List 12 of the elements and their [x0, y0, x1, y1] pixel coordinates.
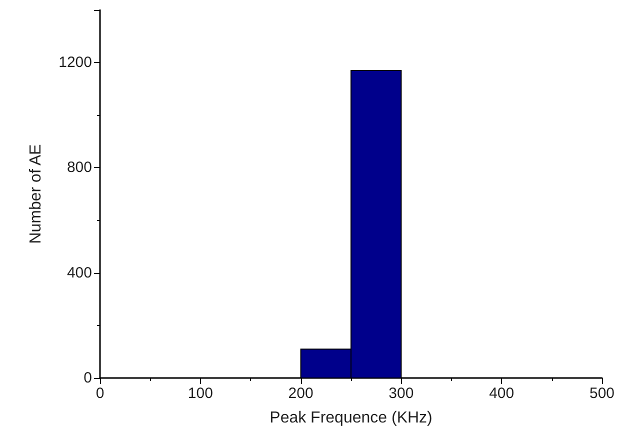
x-tick-label: 500 [589, 385, 615, 402]
x-tick-label: 300 [388, 385, 414, 402]
y-tick-label: 400 [66, 264, 92, 282]
y-tick-label: 0 [84, 370, 92, 386]
y-axis-title: Number of AE [28, 144, 44, 244]
x-tick-label: 0 [96, 385, 104, 402]
x-tick-label: 200 [288, 385, 314, 402]
y-tick-label: 800 [66, 159, 92, 176]
x-tick-label: 400 [489, 385, 514, 402]
y-tick-label: 1200 [58, 54, 92, 72]
x-axis-title: Peak Frequence (KHz) [270, 410, 432, 426]
x-tick-label: 100 [188, 385, 213, 402]
